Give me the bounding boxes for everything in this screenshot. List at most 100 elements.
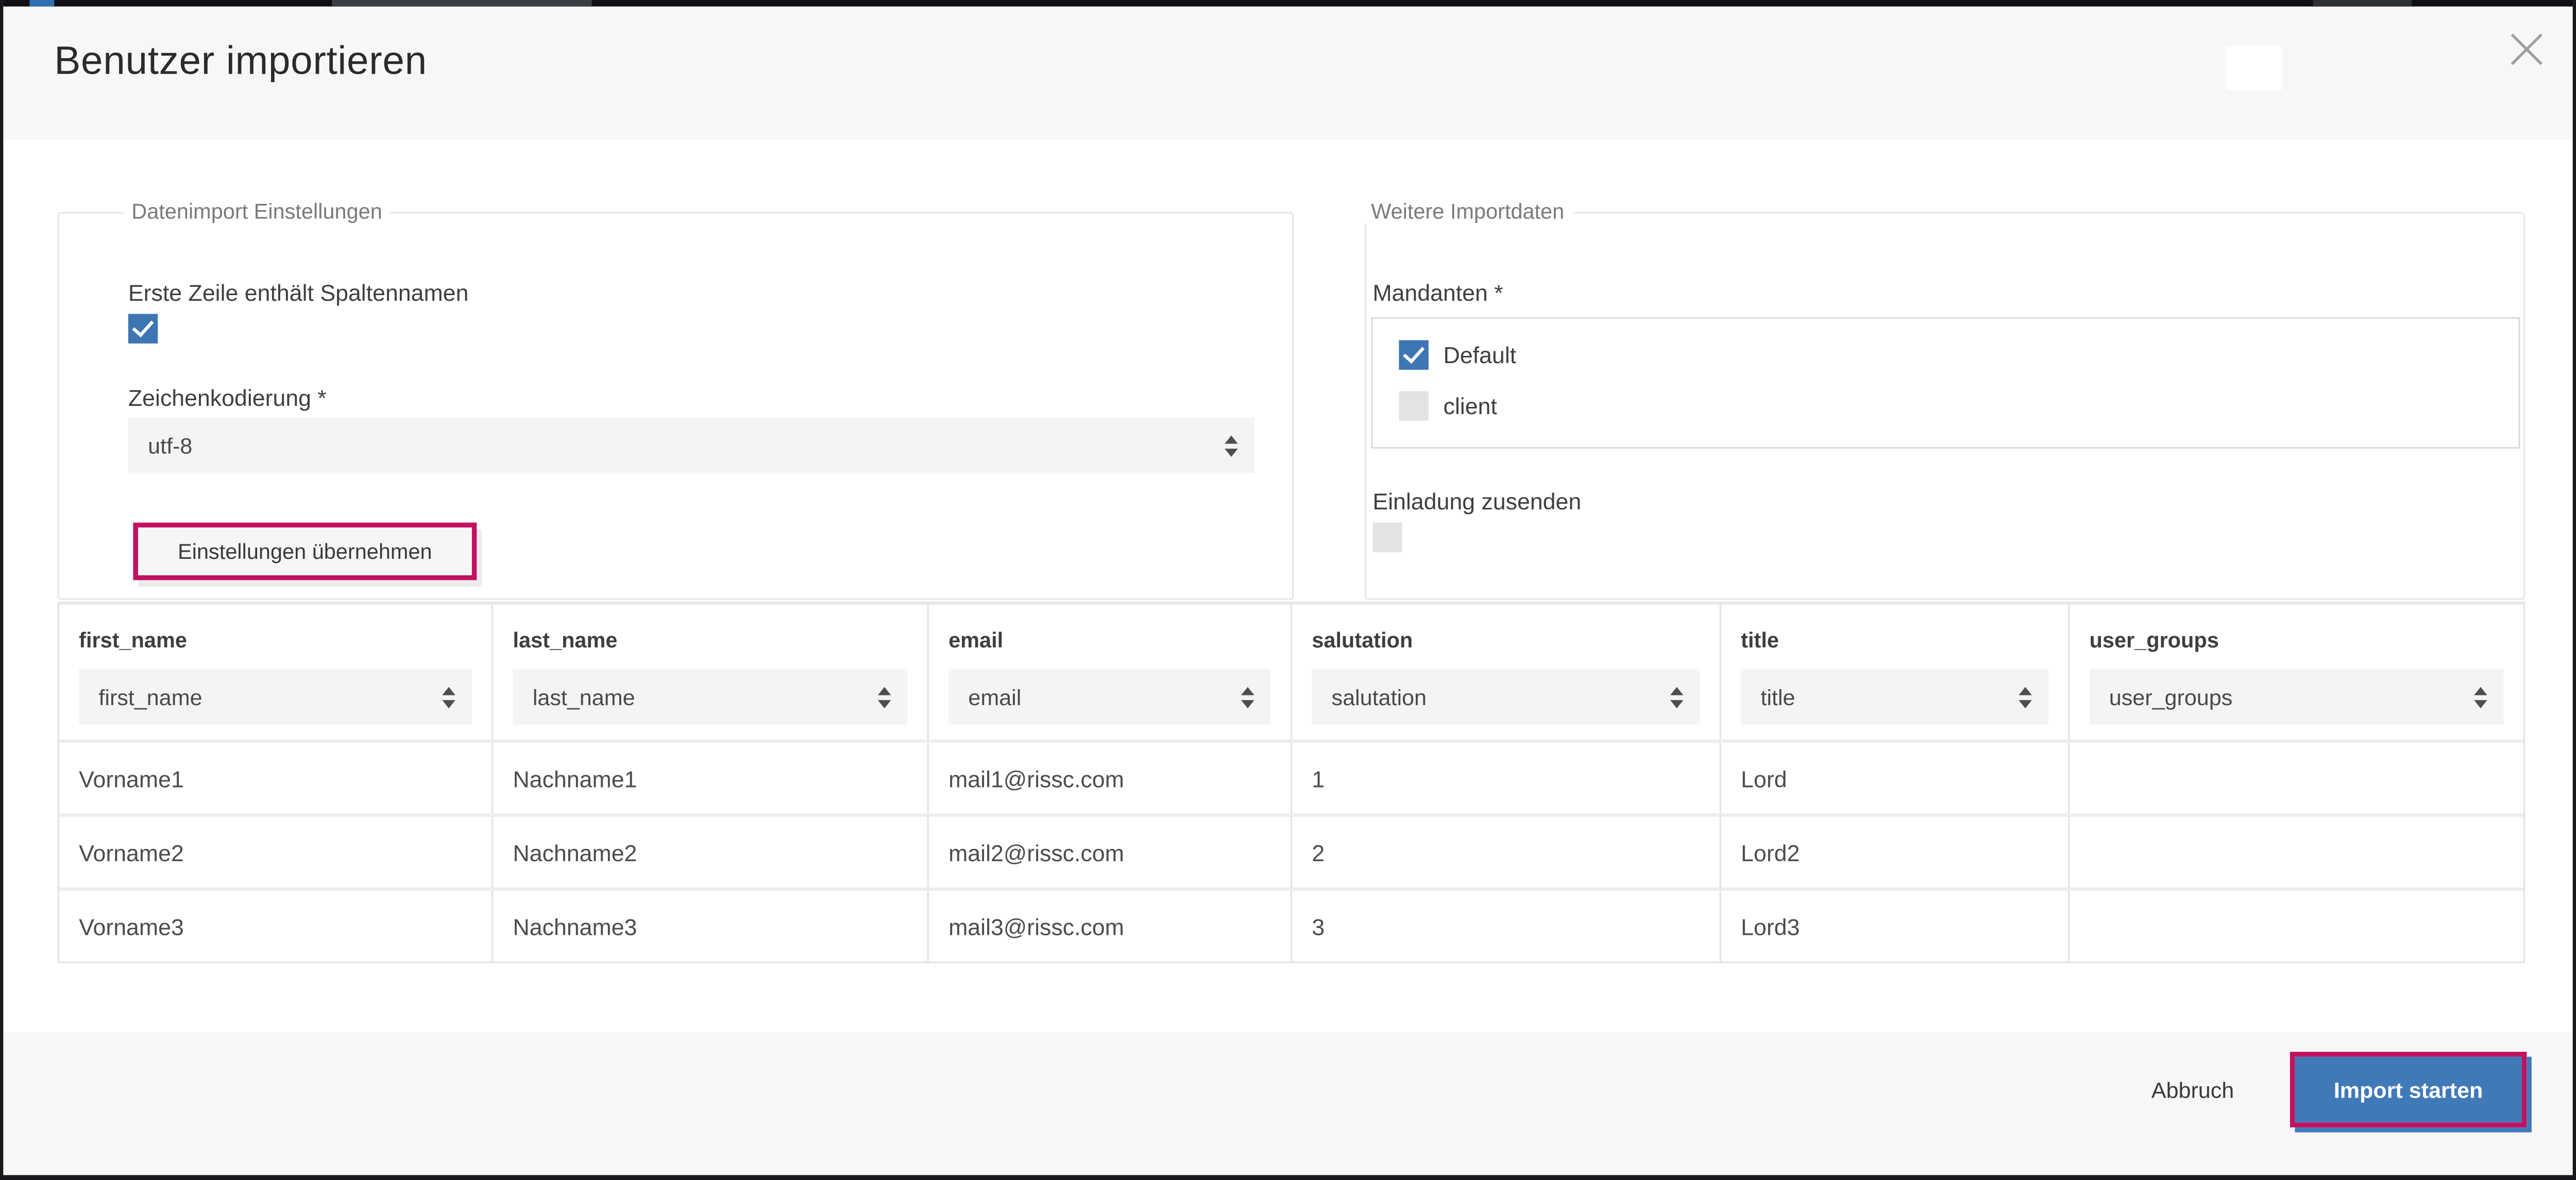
spin-up-icon <box>2019 686 2032 695</box>
fieldset-legend: Datenimport Einstellungen <box>123 199 391 224</box>
table-cell: Lord2 <box>1721 816 2070 888</box>
mandant-option: client <box>1399 391 2518 421</box>
column-mapping-select-last_name[interactable]: last_name <box>513 669 908 725</box>
column-header-last_name: last_name last_name <box>493 605 929 740</box>
mandanten-label: Mandanten * <box>1372 279 1503 306</box>
table-cell <box>2070 817 2523 887</box>
spin-down-icon <box>877 699 891 708</box>
background-page-strip <box>3 0 2573 7</box>
select-value: title <box>1760 684 1795 709</box>
column-header-label: email <box>948 627 1004 653</box>
background-right-segment <box>2313 0 2412 7</box>
dialog-title: Benutzer importieren <box>54 39 427 84</box>
spin-down-icon <box>2474 699 2487 708</box>
column-header-email: email email <box>929 605 1292 740</box>
mandant-checkbox-Default[interactable] <box>1399 340 1429 370</box>
table-cell: 2 <box>1292 816 1721 888</box>
spin-up-icon <box>442 686 455 695</box>
mandant-checkbox-client[interactable] <box>1399 391 1429 421</box>
invitation-label: Einladung zusenden <box>1372 488 1582 515</box>
table-cell: mail1@rissc.com <box>929 743 1292 814</box>
select-value: email <box>968 684 1022 709</box>
close-button[interactable] <box>2504 26 2550 72</box>
import-preview-table: first_name first_name last_name last_name em… <box>57 601 2526 963</box>
table-row: Vorname1 Nachname1 mail1@rissc.com 1 Lord <box>59 739 2523 814</box>
dialog-body: Datenimport Einstellungen Erste Zeile en… <box>3 140 2573 1034</box>
table-body: Vorname1 Nachname1 mail1@rissc.com 1 Lord Vor… <box>59 739 2523 962</box>
column-mapping-select-user_groups[interactable]: user_groups <box>2089 669 2504 725</box>
mandant-label: client <box>1443 392 1497 419</box>
column-mapping-select-email[interactable]: email <box>948 669 1271 725</box>
mandanten-options-box: Default client <box>1371 317 2520 449</box>
table-row: Vorname2 Nachname2 mail2@rissc.com 2 Lord2 <box>59 813 2523 888</box>
spin-up-icon <box>877 686 891 695</box>
column-header-label: salutation <box>1312 627 1413 653</box>
column-mapping-select-title[interactable]: title <box>1741 669 2048 725</box>
select-value: utf-8 <box>148 433 193 458</box>
spinner-arrows-icon <box>1225 434 1238 456</box>
table-cell <box>2070 891 2523 961</box>
column-mapping-select-salutation[interactable]: salutation <box>1312 669 1700 725</box>
start-import-button[interactable]: Import starten <box>2295 1056 2522 1123</box>
apply-settings-button[interactable]: Einstellungen übernehmen <box>138 527 472 575</box>
cancel-button[interactable]: Abbruch <box>2151 1078 2234 1103</box>
column-header-label: title <box>1741 627 1779 653</box>
spinner-arrows-icon <box>2019 686 2032 708</box>
table-cell: Lord3 <box>1721 891 2070 962</box>
close-icon <box>2511 33 2543 65</box>
background-accent-segment <box>29 0 55 7</box>
column-header-salutation: salutation salutation <box>1292 605 1721 740</box>
first-row-label: Erste Zeile enthält Spaltennamen <box>128 279 469 306</box>
spin-down-icon <box>442 699 455 708</box>
spinner-arrows-icon <box>877 686 891 708</box>
column-mapping-select-first_name[interactable]: first_name <box>79 669 472 725</box>
spin-down-icon <box>1241 699 1255 708</box>
spinner-arrows-icon <box>2474 686 2487 708</box>
column-header-label: user_groups <box>2089 627 2219 653</box>
spinner-arrows-icon <box>1670 686 1684 708</box>
dialog-footer: Abbruch Import starten <box>3 1032 2573 1175</box>
mandant-label: Default <box>1443 341 1517 368</box>
select-value: salutation <box>1331 684 1427 709</box>
annotation-highlight: Import starten <box>2290 1052 2527 1127</box>
fieldset-legend: Weitere Importdaten <box>1363 199 1573 224</box>
spin-up-icon <box>1670 686 1684 695</box>
spin-up-icon <box>1241 686 1255 695</box>
column-header-first_name: first_name first_name <box>59 605 494 740</box>
additional-import-data-fieldset: Weitere Importdaten Mandanten * Default c… <box>1363 199 2526 600</box>
invitation-checkbox[interactable] <box>1372 522 1402 553</box>
select-value: last_name <box>532 684 635 709</box>
table-cell: Vorname2 <box>59 816 494 888</box>
table-header-row: first_name first_name last_name last_name em… <box>59 605 2523 740</box>
table-cell <box>2070 743 2523 813</box>
white-placeholder-box <box>2226 46 2282 91</box>
column-header-label: first_name <box>79 627 187 653</box>
table-cell: Nachname2 <box>493 816 929 888</box>
table-cell: Vorname3 <box>59 891 494 962</box>
table-cell: mail2@rissc.com <box>929 816 1292 888</box>
annotation-highlight: Einstellungen übernehmen <box>133 522 477 580</box>
spinner-arrows-icon <box>1241 686 1255 708</box>
spin-down-icon <box>1670 699 1684 708</box>
data-import-settings-fieldset: Datenimport Einstellungen Erste Zeile en… <box>57 199 1294 600</box>
first-row-has-headers-checkbox[interactable] <box>128 314 158 344</box>
table-cell: Nachname1 <box>493 743 929 814</box>
spin-up-icon <box>1225 434 1238 443</box>
encoding-select[interactable]: utf-8 <box>128 417 1255 473</box>
table-cell: Vorname1 <box>59 743 494 814</box>
table-row: Vorname3 Nachname3 mail3@rissc.com 3 Lord3 <box>59 887 2523 962</box>
spinner-arrows-icon <box>442 686 455 708</box>
dialog-header: Benutzer importieren <box>3 6 2573 140</box>
spin-down-icon <box>2019 699 2032 708</box>
table-cell: Lord <box>1721 743 2070 814</box>
select-value: user_groups <box>2109 684 2233 709</box>
table-cell: 1 <box>1292 743 1721 814</box>
select-value: first_name <box>98 684 202 709</box>
table-cell: Nachname3 <box>493 891 929 962</box>
background-text-segment <box>332 0 592 7</box>
encoding-label: Zeichenkodierung * <box>128 384 327 411</box>
table-cell: 3 <box>1292 891 1721 962</box>
mandant-option: Default <box>1399 340 2518 370</box>
